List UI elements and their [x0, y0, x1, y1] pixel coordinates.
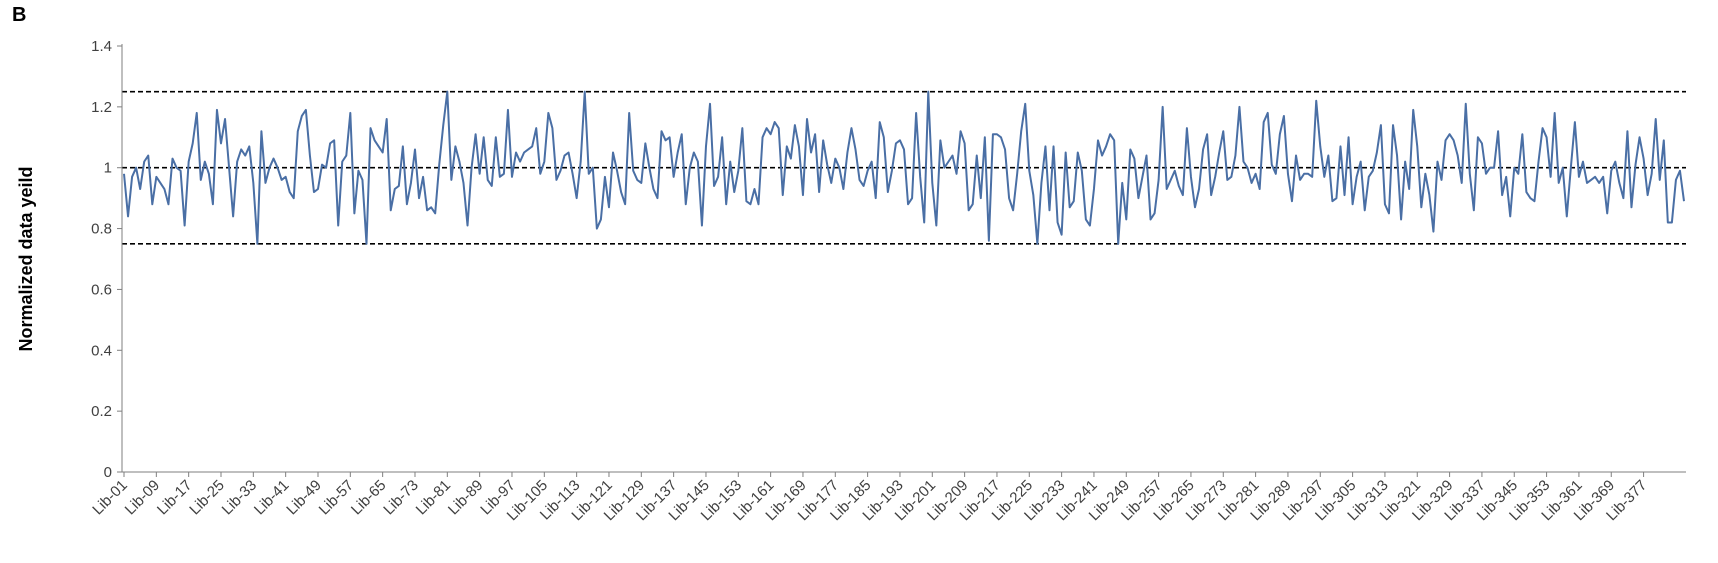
x-tick-label: Lib-09 — [122, 477, 164, 519]
x-tick-label: Lib-81 — [413, 477, 455, 519]
x-tick-label: Lib-25 — [186, 477, 228, 519]
y-tick-label: 0.6 — [91, 281, 112, 298]
y-tick-label: 0.4 — [91, 342, 112, 359]
series-line — [123, 90, 1685, 245]
x-tick-label: Lib-49 — [283, 477, 325, 519]
y-tick-label: 1 — [104, 160, 112, 177]
x-tick-label: Lib-01 — [89, 477, 131, 519]
y-axis-title: Normalized data yeild — [16, 166, 36, 351]
y-tick-label: 0.2 — [91, 403, 112, 420]
y-tick-label: 1.2 — [91, 99, 112, 116]
x-tick-label: Lib-73 — [380, 477, 422, 519]
y-axis-title-group: Normalized data yeild — [16, 166, 36, 351]
axes — [121, 44, 1686, 473]
x-tick-label: Lib-65 — [348, 477, 390, 519]
x-tick-label: Lib-57 — [316, 477, 358, 519]
panel-label: B — [12, 4, 27, 26]
y-tick-label: 0 — [104, 464, 112, 481]
y-tick-label: 0.8 — [91, 221, 112, 238]
x-axis-ticks: Lib-01Lib-09Lib-17Lib-25Lib-33Lib-41Lib-… — [89, 472, 1650, 524]
x-tick-label: Lib-41 — [251, 477, 293, 519]
x-tick-label: Lib-17 — [154, 477, 196, 519]
x-tick-label: Lib-33 — [219, 477, 261, 519]
data-series — [123, 90, 1685, 245]
y-axis-ticks: 0 0.2 0.4 0.6 0.8 1 1.2 1.4 — [91, 38, 122, 481]
y-tick-label: 1.4 — [91, 38, 112, 55]
x-tick-label: Lib-89 — [445, 477, 487, 519]
reference-lines — [122, 90, 1686, 245]
